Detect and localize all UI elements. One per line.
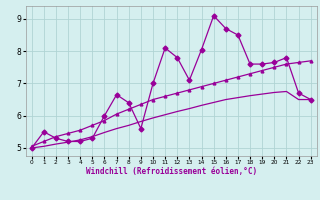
X-axis label: Windchill (Refroidissement éolien,°C): Windchill (Refroidissement éolien,°C) bbox=[86, 167, 257, 176]
